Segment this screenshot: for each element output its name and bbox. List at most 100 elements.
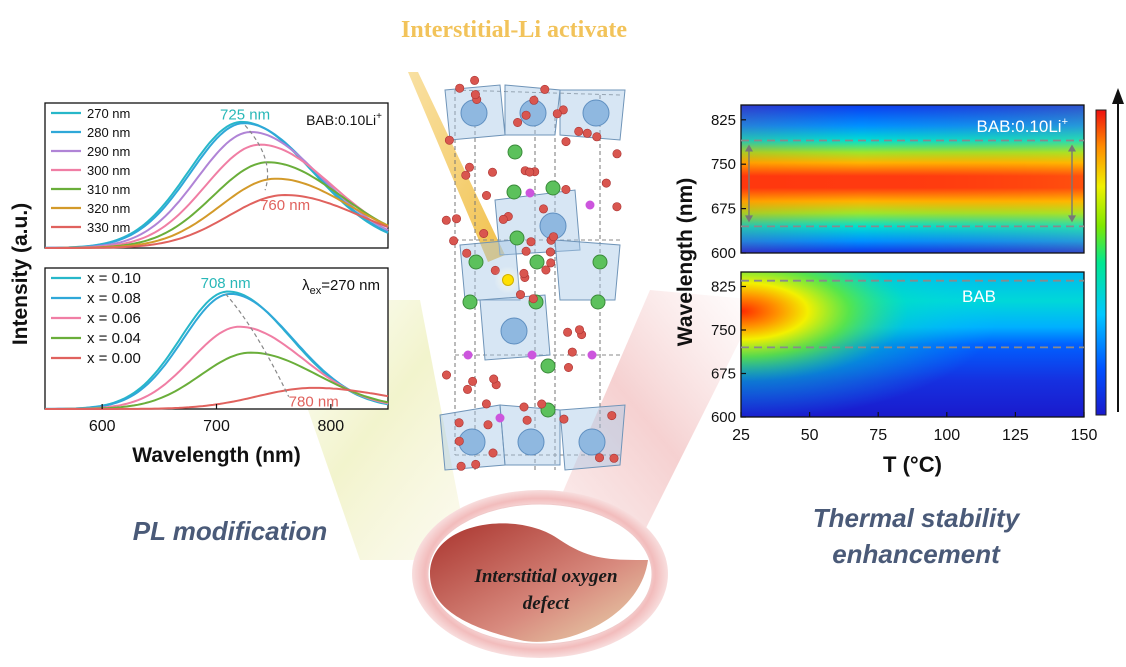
colorbar xyxy=(1095,109,1107,416)
magenta-atom-5 xyxy=(495,413,505,423)
oxygen-atom-11 xyxy=(609,453,619,463)
polyhedron-5 xyxy=(554,239,621,301)
heatmap-bab-hotspot xyxy=(741,272,1084,417)
range-arrow-top-1 xyxy=(1068,144,1076,152)
legend-label-3: x = 0.04 xyxy=(87,330,141,347)
oxygen-atom-47 xyxy=(456,461,466,471)
green-atom-1 xyxy=(506,184,522,200)
magenta-atom-1 xyxy=(585,200,595,210)
legend-label-1: 280 nm xyxy=(87,125,130,140)
y-tick-label-0-2: 750 xyxy=(711,156,736,173)
oxygen-atom-64 xyxy=(582,128,592,138)
oxygen-atom-18 xyxy=(538,204,548,214)
heatmap-y-axis-label: Wavelength (nm) xyxy=(674,178,697,346)
range-arrow-bottom-1 xyxy=(1068,215,1076,223)
y-tick-label-0-1: 675 xyxy=(711,201,736,218)
oxygen-atom-50 xyxy=(462,384,472,394)
oxygen-atom-48 xyxy=(522,415,532,425)
oxygen-atom-3 xyxy=(454,418,464,428)
oxygen-atom-63 xyxy=(481,191,491,201)
green-atom-9 xyxy=(540,358,556,374)
oxygen-atom-39 xyxy=(574,325,584,335)
green-atom-11 xyxy=(509,230,525,246)
oxygen-atom-24 xyxy=(548,232,558,242)
oxygen-atom-28 xyxy=(449,236,459,246)
legend-label-4: 310 nm xyxy=(87,182,130,197)
series-line-6 xyxy=(45,193,389,249)
right-light-beam xyxy=(540,290,760,560)
heatmap-li-fade xyxy=(741,105,1084,253)
oxygen-atom-16 xyxy=(471,459,481,469)
shift-arrow xyxy=(244,124,269,191)
caption-thermal-line1: Thermal stability xyxy=(813,503,1021,533)
colorbar-arrow-head xyxy=(1112,88,1124,104)
oxygen-atom-62 xyxy=(451,214,461,224)
y-axis-label: Intensity (a.u.) xyxy=(9,203,32,345)
x-tick-label-hm-4: 125 xyxy=(1002,427,1029,444)
oxygen-atom-38 xyxy=(607,411,617,421)
y-tick-label-1-0: 600 xyxy=(711,409,736,426)
legend-label-5: 320 nm xyxy=(87,201,130,216)
oxygen-atom-26 xyxy=(464,162,474,172)
oxygen-atom-45 xyxy=(441,215,451,225)
y-tick-label-0-3: 825 xyxy=(711,112,736,129)
peak-label-0: 725 nm xyxy=(220,106,270,123)
oxygen-atom-23 xyxy=(525,167,535,177)
oxygen-atom-66 xyxy=(552,109,562,119)
green-atom-0 xyxy=(507,144,523,160)
oxygen-atom-12 xyxy=(462,248,472,258)
x-tick-label-hm-5: 150 xyxy=(1071,427,1098,444)
magenta-atom-2 xyxy=(463,350,473,360)
activation-arrow xyxy=(408,72,505,262)
plot-frame xyxy=(44,267,389,410)
y-tick-label-1-2: 750 xyxy=(711,322,736,339)
heatmap-bab-label: BAB xyxy=(962,287,996,306)
oxygen-atom-68 xyxy=(526,237,536,247)
oxygen-atom-0 xyxy=(528,294,538,304)
peak-label-0: 708 nm xyxy=(201,275,251,292)
oxygen-atom-65 xyxy=(470,75,480,85)
ba-atom-0 xyxy=(460,99,488,127)
legend-label-1: x = 0.08 xyxy=(87,290,141,307)
oxygen-atom-33 xyxy=(521,246,531,256)
oxygen-atom-46 xyxy=(545,247,555,257)
x-tick-label-0: 600 xyxy=(89,418,116,435)
oxygen-atom-53 xyxy=(567,347,577,357)
defect-ring: Interstitial oxygen defect xyxy=(412,490,668,658)
range-arrow-top-0 xyxy=(745,144,753,152)
oxygen-atom-15 xyxy=(561,185,571,195)
oxygen-atom-9 xyxy=(541,265,551,275)
oxygen-atom-58 xyxy=(537,399,547,409)
pl-concentration-chart: x = 0.10 x = 0.08 x = 0.06 x = 0.04 x = 0.00… xyxy=(9,203,389,467)
green-atom-5 xyxy=(592,254,608,270)
oxygen-atom-19 xyxy=(468,376,478,386)
oxygen-atom-69 xyxy=(441,370,451,380)
peak-label-1: 780 nm xyxy=(289,394,339,411)
legend-label-2: x = 0.06 xyxy=(87,310,141,327)
magenta-atom-3 xyxy=(527,350,537,360)
x-tick-label-hm-0: 25 xyxy=(732,427,750,444)
oxygen-atom-42 xyxy=(479,229,489,239)
x-tick-label-1: 700 xyxy=(203,418,230,435)
oxygen-atom-27 xyxy=(521,110,531,120)
defect-label-line2: defect xyxy=(523,593,570,614)
legend-label-4: x = 0.00 xyxy=(87,350,141,367)
legend-label-0: x = 0.10 xyxy=(87,270,141,287)
crystal-structure xyxy=(439,75,626,471)
oxygen-atom-29 xyxy=(563,327,573,337)
x-tick-label-2: 800 xyxy=(317,418,344,435)
figure-title: Interstitial-Li activate xyxy=(401,17,627,43)
y-tick-label-1-1: 675 xyxy=(711,366,736,383)
x-tick-label-hm-3: 100 xyxy=(933,427,960,444)
legend-label-6: 330 nm xyxy=(87,220,130,235)
green-atom-4 xyxy=(529,254,545,270)
oxygen-atom-55 xyxy=(481,399,491,409)
heatmap-frame-0 xyxy=(740,104,1085,254)
heatmap-axes: 600 675 750 825 BAB:0.10Li+ 600 675 750 825 BAB 25… xyxy=(674,104,1098,477)
ba-atom-7 xyxy=(578,428,606,456)
oxygen-atom-57 xyxy=(455,83,465,93)
oxygen-atom-36 xyxy=(489,374,499,384)
oxygen-atom-30 xyxy=(612,202,622,212)
oxygen-atom-1 xyxy=(461,170,471,180)
